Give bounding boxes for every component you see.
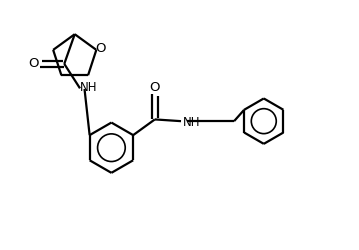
Text: O: O <box>28 58 39 70</box>
Text: O: O <box>95 42 106 55</box>
Text: NH: NH <box>80 81 97 94</box>
Text: NH: NH <box>183 116 200 129</box>
Text: O: O <box>150 81 160 94</box>
